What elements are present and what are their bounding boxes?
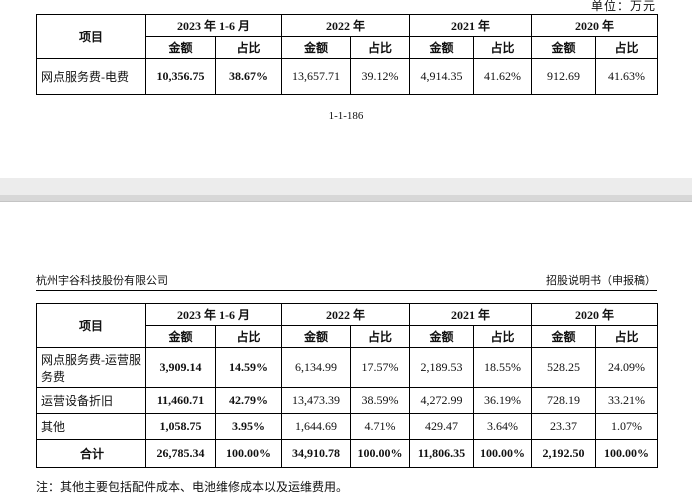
cell-amount: 34,910.78 bbox=[281, 439, 351, 468]
table-header-subcols: 金额 占比 金额 占比 金额 占比 金额 占比 bbox=[37, 36, 659, 59]
cell-amount: 4,914.35 bbox=[409, 58, 475, 95]
ratio-header: 占比 bbox=[215, 36, 282, 59]
cell-amount: 6,134.99 bbox=[281, 347, 351, 388]
page-number: 1-1-186 bbox=[328, 110, 364, 122]
amount-header: 金额 bbox=[145, 325, 216, 348]
col-header-item: 项目 bbox=[36, 14, 146, 59]
cell-ratio: 41.63% bbox=[595, 58, 659, 95]
cost-table-operating: 项目 2023 年 1-6 月 2022 年 2021 年 2020 年 金额 … bbox=[36, 303, 659, 468]
page-gap bbox=[0, 178, 692, 195]
amount-header: 金额 bbox=[145, 36, 216, 59]
cell-ratio: 18.55% bbox=[473, 347, 533, 388]
period-header-2020: 2020 年 bbox=[531, 14, 659, 37]
cell-amount: 912.69 bbox=[531, 58, 597, 95]
table-footnote: 注：其他主要包括配件成本、电池维修成本以及运维费用。 bbox=[36, 480, 349, 494]
period-header-2020: 2020 年 bbox=[531, 303, 659, 326]
cell-amount: 11,806.35 bbox=[409, 439, 475, 468]
table-header-periods: 项目 2023 年 1-6 月 2022 年 2021 年 2020 年 bbox=[36, 303, 659, 348]
cell-ratio: 14.59% bbox=[215, 347, 282, 388]
ratio-header: 占比 bbox=[215, 325, 282, 348]
cell-ratio: 24.09% bbox=[595, 347, 659, 388]
cell-ratio: 33.21% bbox=[595, 387, 659, 414]
cell-amount: 26,785.34 bbox=[145, 439, 216, 468]
cell-ratio: 38.59% bbox=[349, 387, 411, 414]
unit-label: 单位：万元 bbox=[590, 0, 656, 13]
period-header-2023h1: 2023 年 1-6 月 bbox=[145, 14, 282, 37]
ratio-header: 占比 bbox=[473, 36, 533, 59]
company-name-header: 杭州宇谷科技股份有限公司 bbox=[36, 275, 168, 287]
col-header-item: 项目 bbox=[36, 303, 146, 348]
ratio-header: 占比 bbox=[595, 325, 659, 348]
table-header-subcols: 金额 占比 金额 占比 金额 占比 金额 占比 bbox=[37, 325, 659, 348]
ratio-header: 占比 bbox=[349, 36, 411, 59]
ratio-header: 占比 bbox=[595, 36, 659, 59]
table-row: 运营设备折旧 11,460.71 42.79% 13,473.39 38.59%… bbox=[36, 387, 659, 414]
document-page-1: 单位：万元 项目 2023 年 1-6 月 2022 年 2021 年 2020… bbox=[0, 0, 692, 178]
table-row-total: 合计 26,785.34 100.00% 34,910.78 100.00% 1… bbox=[36, 439, 659, 468]
cell-ratio: 38.67% bbox=[215, 58, 282, 95]
cell-ratio: 100.00% bbox=[349, 439, 411, 468]
cell-amount: 1,644.69 bbox=[281, 413, 351, 440]
amount-header: 金额 bbox=[281, 325, 351, 348]
cell-ratio: 1.07% bbox=[595, 413, 659, 440]
cell-amount: 2,189.53 bbox=[409, 347, 475, 388]
table-row: 网点服务费-电费 10,356.75 38.67% 13,657.71 39.1… bbox=[36, 58, 659, 95]
period-header-2022: 2022 年 bbox=[280, 303, 411, 326]
period-header-2021: 2021 年 bbox=[409, 303, 533, 326]
amount-header: 金额 bbox=[409, 36, 475, 59]
cell-ratio: 4.71% bbox=[349, 413, 411, 440]
table-header-periods: 项目 2023 年 1-6 月 2022 年 2021 年 2020 年 bbox=[36, 14, 659, 59]
table-row: 网点服务费-运营服务费 3,909.14 14.59% 6,134.99 17.… bbox=[36, 347, 659, 388]
cell-ratio: 3.95% bbox=[215, 413, 282, 440]
amount-header: 金额 bbox=[531, 325, 597, 348]
row-label: 合计 bbox=[36, 439, 146, 468]
amount-header: 金额 bbox=[281, 36, 351, 59]
cell-amount: 13,473.39 bbox=[281, 387, 351, 414]
cell-amount: 3,909.14 bbox=[145, 347, 216, 388]
cost-table-electricity: 项目 2023 年 1-6 月 2022 年 2021 年 2020 年 金额 … bbox=[36, 14, 659, 95]
header-rule bbox=[36, 290, 657, 291]
cell-amount: 23.37 bbox=[531, 413, 597, 440]
cell-ratio: 42.79% bbox=[215, 387, 282, 414]
cell-amount: 1,058.75 bbox=[145, 413, 216, 440]
row-label: 网点服务费-运营服务费 bbox=[36, 347, 146, 388]
ratio-header: 占比 bbox=[349, 325, 411, 348]
period-header-2021: 2021 年 bbox=[409, 14, 533, 37]
row-label: 运营设备折旧 bbox=[36, 387, 146, 414]
ratio-header: 占比 bbox=[473, 325, 533, 348]
cell-amount: 528.25 bbox=[531, 347, 597, 388]
amount-header: 金额 bbox=[531, 36, 597, 59]
table-row: 其他 1,058.75 3.95% 1,644.69 4.71% 429.47 … bbox=[36, 413, 659, 440]
amount-header: 金额 bbox=[409, 325, 475, 348]
cell-ratio: 100.00% bbox=[215, 439, 282, 468]
cell-ratio: 100.00% bbox=[473, 439, 533, 468]
cell-amount: 2,192.50 bbox=[531, 439, 597, 468]
cell-amount: 11,460.71 bbox=[145, 387, 216, 414]
cell-ratio: 36.19% bbox=[473, 387, 533, 414]
cell-ratio: 17.57% bbox=[349, 347, 411, 388]
page-gap-shadow bbox=[0, 195, 692, 202]
cell-ratio: 41.62% bbox=[473, 58, 533, 95]
cell-ratio: 3.64% bbox=[473, 413, 533, 440]
cell-amount: 4,272.99 bbox=[409, 387, 475, 414]
cell-amount: 429.47 bbox=[409, 413, 475, 440]
cell-amount: 728.19 bbox=[531, 387, 597, 414]
cell-amount: 10,356.75 bbox=[145, 58, 216, 95]
cell-ratio: 39.12% bbox=[349, 58, 411, 95]
row-label: 网点服务费-电费 bbox=[36, 58, 146, 95]
document-page-2: 杭州宇谷科技股份有限公司 招股说明书（申报稿） 项目 2023 年 1-6 月 … bbox=[0, 202, 692, 503]
period-header-2023h1: 2023 年 1-6 月 bbox=[145, 303, 282, 326]
row-label: 其他 bbox=[36, 413, 146, 440]
period-header-2022: 2022 年 bbox=[280, 14, 411, 37]
cell-ratio: 100.00% bbox=[595, 439, 659, 468]
prospectus-header: 招股说明书（申报稿） bbox=[546, 275, 656, 287]
cell-amount: 13,657.71 bbox=[281, 58, 351, 95]
